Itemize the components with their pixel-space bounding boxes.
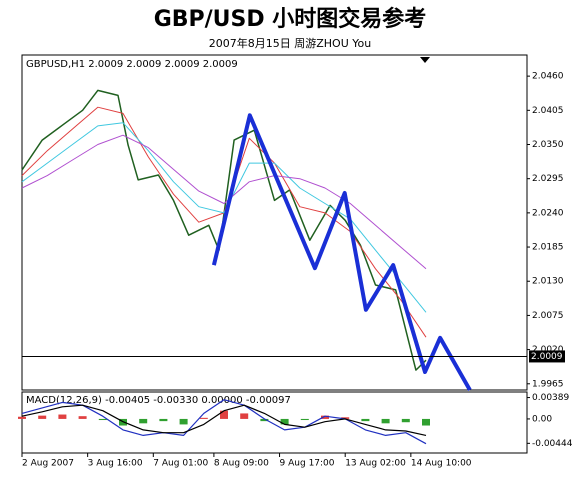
series-line [21,134,427,270]
y-tick-label: 2.0020 [532,345,564,355]
y-tick-label: 0.00389 [532,393,569,403]
series-line [21,122,427,313]
histogram-bar [260,418,269,422]
last-price-box [529,350,565,363]
histogram-bar [18,416,26,419]
x-tick-label: 8 Aug 09:00 [214,459,269,469]
chart-header: GBPUSD,H1 2.0009 2.0009 2.0009 2.0009 [26,59,238,70]
series-line [21,404,427,436]
x-tick-label: 14 Aug 10:00 [411,459,472,469]
x-tick-label: 13 Aug 02:00 [345,459,406,469]
y-tick-label: -0.00444 [532,439,573,449]
y-tick-label: 0.00 [532,414,552,424]
y-tick-label: 2.0130 [532,277,564,287]
series-line [21,399,427,445]
histogram-bar [78,416,87,419]
x-tick-label: 3 Aug 16:00 [88,459,143,469]
histogram-bar [98,418,107,421]
histogram-bar [422,418,430,426]
series-line [211,113,472,391]
y-tick-label: 2.0295 [532,174,564,184]
macd-label: MACD(12,26,9) -0.00405 -0.00330 0.00000 … [26,395,291,406]
histogram-bar [220,410,228,419]
histogram-bar [179,418,188,425]
histogram-bar [401,418,410,423]
histogram-bar [58,414,67,419]
y-tick-label: 2.0405 [532,106,564,116]
histogram-bar [361,418,370,422]
y-tick-label: 2.0075 [532,311,564,321]
y-tick-label: 1.9965 [532,379,564,389]
histogram-bar [381,418,390,424]
histogram-bar [240,413,249,419]
y-tick-label: 2.0460 [532,72,564,82]
histogram-bar [341,417,350,419]
histogram-bar [280,418,289,425]
shift-marker [420,57,430,63]
main-panel [21,54,528,391]
histogram-bar [139,418,148,424]
histogram-bar [159,418,168,422]
y-tick-label: 2.0240 [532,208,564,218]
histogram-bar [199,417,208,419]
x-tick-label: 2 Aug 2007 [22,459,74,469]
y-tick-label: 2.0185 [532,243,564,253]
histogram-bar [300,418,309,421]
last-price-label: 2.0009 [531,352,563,362]
histogram-bar [321,415,329,419]
histogram-bar [38,415,47,419]
y-tick-label: 2.0350 [532,140,564,150]
macd-panel [21,391,528,454]
x-tick-label: 9 Aug 17:00 [280,459,335,469]
chart-subtitle: 2007年8月15日 周游ZHOU You [209,36,371,50]
chart-title: GBP/USD 小时图交易参考 [154,6,427,32]
x-tick-label: 7 Aug 01:00 [153,459,208,469]
